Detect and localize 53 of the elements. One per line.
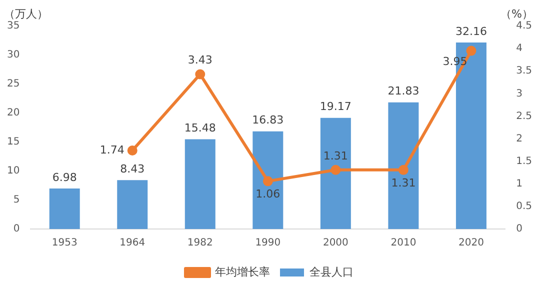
- legend-label: 全县人口: [310, 265, 354, 278]
- point: [195, 69, 206, 80]
- y-tick-label: 5: [13, 194, 20, 206]
- data-label: 1.31: [391, 176, 416, 190]
- data-label: 3.43: [188, 54, 212, 67]
- point: [127, 146, 138, 156]
- data-label: 32.16: [455, 24, 487, 38]
- y2-tick-label: 1: [516, 178, 522, 190]
- y2-tick-label: 2: [516, 133, 522, 144]
- data-label: 21.83: [388, 84, 420, 98]
- y2-tick-label: 4: [516, 43, 522, 54]
- data-label: 16.83: [252, 114, 284, 127]
- data-label: 6.98: [52, 170, 77, 184]
- x-tick-label: 1964: [120, 238, 146, 249]
- point: [398, 164, 408, 175]
- data-label: 8.43: [120, 162, 145, 176]
- y2-tick-label: 0.5: [516, 201, 532, 212]
- data-label: 1.31: [323, 149, 348, 162]
- bar: [388, 102, 419, 229]
- y-tick-label: 0: [13, 224, 20, 235]
- y-tick-label: 35: [6, 20, 20, 32]
- y2-tick-label: 3.5: [516, 66, 532, 77]
- y2-tick-label: 1.5: [516, 156, 532, 167]
- y-axis-title: （万人）: [4, 7, 48, 20]
- point: [466, 46, 476, 56]
- y2-tick-label: 4.5: [516, 20, 532, 32]
- data-label: 15.48: [184, 122, 216, 135]
- y-tick-label: 10: [6, 166, 20, 177]
- y-tick-label: 30: [6, 50, 20, 61]
- x-tick-label: 1982: [187, 238, 213, 249]
- x-tick-label: 2010: [390, 238, 416, 249]
- y2-tick-label: 0: [516, 224, 522, 235]
- point: [262, 176, 273, 186]
- bar: [252, 131, 284, 229]
- y-tick-label: 20: [6, 108, 20, 119]
- data-label: 1.74: [100, 143, 124, 156]
- data-label: 19.17: [320, 100, 352, 114]
- bar: [49, 188, 80, 229]
- legend-label: 年均增长率: [215, 265, 270, 278]
- x-tick-label: 1990: [255, 238, 281, 249]
- y2-axis-title: （%）: [500, 7, 533, 20]
- x-tick-label: 2000: [322, 238, 348, 249]
- x-tick-label: 1953: [52, 238, 78, 249]
- point: [330, 164, 341, 175]
- x-tick-label: 2020: [458, 238, 484, 249]
- bar: [117, 180, 148, 229]
- bar: [184, 139, 216, 229]
- y2-tick-label: 2.5: [516, 110, 532, 122]
- data-label: 1.06: [256, 188, 280, 201]
- y2-tick-label: 3: [516, 88, 522, 100]
- y-tick-label: 25: [6, 78, 20, 90]
- y-tick-label: 15: [6, 136, 20, 148]
- bar: [320, 118, 351, 229]
